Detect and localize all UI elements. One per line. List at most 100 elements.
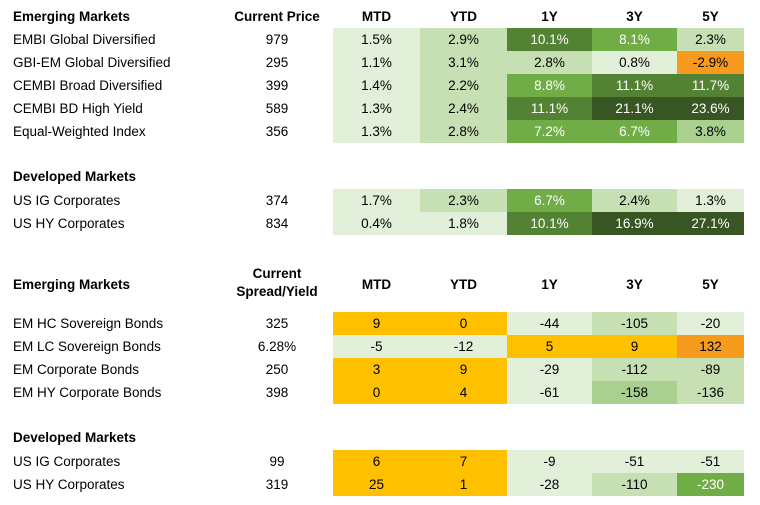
value-cell-1y: 10.1% <box>507 28 592 51</box>
table1-header-mtd: MTD <box>361 9 392 24</box>
row-price: 589 <box>265 101 289 116</box>
table1-header-row: Emerging Markets Current Price MTD YTD 1… <box>0 5 760 28</box>
value-cell-3y: 6.7% <box>592 120 677 143</box>
row-price: 374 <box>265 193 289 208</box>
value-cell-3y: 21.1% <box>592 97 677 120</box>
value-cell-1y: 5 <box>507 335 592 358</box>
table1-header-ytd: YTD <box>450 9 477 24</box>
table1-row: EMBI Global Diversified 979 1.5% 2.9% 10.1% 8… <box>0 28 760 51</box>
value-cell-5y: -89 <box>677 358 744 381</box>
row-price: 250 <box>265 362 289 377</box>
table1-header-3y: 3Y <box>626 9 643 24</box>
table2-row: US IG Corporates 99 6 7 -9 -51 -51 <box>0 450 760 473</box>
value-cell-mtd: 25 <box>333 473 420 496</box>
row-price: 979 <box>265 32 289 47</box>
value-cell-1y: -44 <box>507 312 592 335</box>
value-cell-1y: 10.1% <box>507 212 592 235</box>
value-cell-3y: -112 <box>592 358 677 381</box>
value-cell-ytd: 2.8% <box>420 120 507 143</box>
value-cell-5y: 3.8% <box>677 120 744 143</box>
value-cell-1y: -28 <box>507 473 592 496</box>
value-cell-1y: -29 <box>507 358 592 381</box>
row-label: EM HC Sovereign Bonds <box>13 316 164 331</box>
row-label: EM LC Sovereign Bonds <box>13 339 161 354</box>
value-cell-5y: 2.3% <box>677 28 744 51</box>
value-cell-mtd: 1.3% <box>333 97 420 120</box>
table1-row: Equal-Weighted Index 356 1.3% 2.8% 7.2% 6.7% 3… <box>0 120 760 143</box>
value-cell-mtd: 1.5% <box>333 28 420 51</box>
table2-price-header: Current Spread/Yield <box>221 265 333 305</box>
value-cell-mtd: 1.3% <box>333 120 420 143</box>
row-price: 399 <box>265 78 289 93</box>
row-label: US HY Corporates <box>13 477 125 492</box>
value-cell-1y: 6.7% <box>507 189 592 212</box>
value-cell-ytd: 0 <box>420 312 507 335</box>
value-cell-1y: -61 <box>507 381 592 404</box>
row-label: EMBI Global Diversified <box>13 32 156 47</box>
table2-row: EM HY Corporate Bonds 398 0 4 -61 -158 -136 <box>0 381 760 404</box>
value-cell-3y: 9 <box>592 335 677 358</box>
value-cell-ytd: 9 <box>420 358 507 381</box>
table2-row: EM LC Sovereign Bonds 6.28% -5 -12 5 9 132 <box>0 335 760 358</box>
table2-row: US HY Corporates 319 25 1 -28 -110 -230 <box>0 473 760 496</box>
table1-price-header: Current Price <box>234 9 320 24</box>
value-cell-3y: -105 <box>592 312 677 335</box>
table2-row: EM HC Sovereign Bonds 325 9 0 -44 -105 -20 <box>0 312 760 335</box>
value-cell-ytd: 4 <box>420 381 507 404</box>
row-price: 834 <box>265 216 289 231</box>
table2-subsection-row: Developed Markets <box>0 426 760 449</box>
value-cell-5y: -2.9% <box>677 51 744 74</box>
value-cell-ytd: 1 <box>420 473 507 496</box>
table2-header-ytd: YTD <box>450 277 477 292</box>
table2-header-mtd: MTD <box>361 277 392 292</box>
value-cell-1y: -9 <box>507 450 592 473</box>
value-cell-mtd: 6 <box>333 450 420 473</box>
table1-header-5y: 5Y <box>702 9 719 24</box>
value-cell-3y: 8.1% <box>592 28 677 51</box>
table1-row: CEMBI Broad Diversified 399 1.4% 2.2% 8.8% 11… <box>0 74 760 97</box>
value-cell-1y: 11.1% <box>507 97 592 120</box>
value-cell-mtd: 3 <box>333 358 420 381</box>
table1-section-title: Emerging Markets <box>13 9 131 24</box>
value-cell-mtd: -5 <box>333 335 420 358</box>
table1-subsection-title: Developed Markets <box>13 169 137 184</box>
value-cell-ytd: -12 <box>420 335 507 358</box>
row-price: 325 <box>265 316 289 331</box>
value-cell-1y: 2.8% <box>507 51 592 74</box>
table1-header-1y: 1Y <box>541 9 558 24</box>
row-label: CEMBI BD High Yield <box>13 101 143 116</box>
value-cell-1y: 8.8% <box>507 74 592 97</box>
value-cell-1y: 7.2% <box>507 120 592 143</box>
value-cell-3y: -158 <box>592 381 677 404</box>
table1-row: GBI-EM Global Diversified 295 1.1% 3.1% 2.8%… <box>0 51 760 74</box>
value-cell-3y: 0.8% <box>592 51 677 74</box>
value-cell-ytd: 2.4% <box>420 97 507 120</box>
row-label: CEMBI Broad Diversified <box>13 78 163 93</box>
table2-header-1y: 1Y <box>541 277 558 292</box>
value-cell-mtd: 9 <box>333 312 420 335</box>
value-cell-mtd: 0.4% <box>333 212 420 235</box>
table1-row: US IG Corporates 374 1.7% 2.3% 6.7% 2.4% 1.3% <box>0 189 760 212</box>
row-price: 319 <box>265 477 289 492</box>
value-cell-5y: 27.1% <box>677 212 744 235</box>
row-label: US IG Corporates <box>13 193 121 208</box>
table1-subsection-row: Developed Markets <box>0 165 760 188</box>
value-cell-5y: -20 <box>677 312 744 335</box>
value-cell-5y: 11.7% <box>677 74 744 97</box>
value-cell-mtd: 0 <box>333 381 420 404</box>
row-label: GBI-EM Global Diversified <box>13 55 171 70</box>
table2-section-title: Emerging Markets <box>13 277 131 292</box>
table2-header-row: Emerging Markets Current Spread/Yield MT… <box>0 265 760 305</box>
row-label: US IG Corporates <box>13 454 121 469</box>
value-cell-mtd: 1.7% <box>333 189 420 212</box>
table2-row: EM Corporate Bonds 250 3 9 -29 -112 -89 <box>0 358 760 381</box>
table2-price-header-line2: Spread/Yield <box>236 284 318 299</box>
row-label: Equal-Weighted Index <box>13 124 146 139</box>
row-price: 99 <box>269 454 285 469</box>
value-cell-5y: -136 <box>677 381 744 404</box>
value-cell-3y: 16.9% <box>592 212 677 235</box>
value-cell-ytd: 2.3% <box>420 189 507 212</box>
row-price: 295 <box>265 55 289 70</box>
row-price: 356 <box>265 124 289 139</box>
value-cell-ytd: 3.1% <box>420 51 507 74</box>
